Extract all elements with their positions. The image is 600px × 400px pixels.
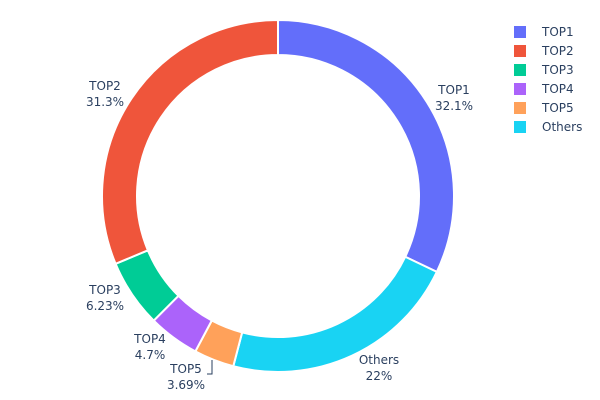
- slice-label-value: 22%: [366, 369, 393, 383]
- slices-group: [101, 18, 455, 373]
- slice-label-value: 6.23%: [86, 299, 124, 313]
- slice-top2[interactable]: [101, 18, 279, 266]
- slice-top1[interactable]: [277, 18, 455, 274]
- legend-label: TOP5: [542, 100, 574, 115]
- legend-label: TOP3: [542, 62, 574, 77]
- slice-label-value: 4.7%: [135, 348, 166, 362]
- legend-label: Others: [542, 119, 583, 134]
- slice-label-top2: TOP2 31.3%: [86, 79, 124, 109]
- legend-swatch: [514, 44, 526, 57]
- legend-label: TOP1: [542, 24, 574, 39]
- legend-item-top4[interactable]: TOP4: [514, 79, 582, 98]
- slice-others[interactable]: [232, 255, 439, 373]
- slice-label-value: 31.3%: [86, 95, 124, 109]
- legend-label: TOP4: [542, 81, 574, 96]
- slice-label-name: TOP5: [169, 362, 202, 376]
- legend-swatch: [514, 120, 526, 133]
- legend-item-top1[interactable]: TOP1: [514, 22, 582, 41]
- legend-item-others[interactable]: Others: [514, 117, 582, 136]
- legend-label: TOP2: [542, 43, 574, 58]
- top5-leader-line: [207, 360, 213, 375]
- slice-label-name: TOP3: [88, 283, 121, 297]
- slice-label-top5: TOP5 3.69%: [167, 362, 205, 392]
- legend-swatch: [514, 101, 526, 114]
- slice-label-name: TOP1: [437, 83, 470, 97]
- slice-label-top1: TOP1 32.1%: [435, 83, 473, 113]
- legend-item-top2[interactable]: TOP2: [514, 41, 582, 60]
- slice-label-value: 32.1%: [435, 99, 473, 113]
- slice-label-others: Others 22%: [359, 353, 399, 383]
- slice-label-name: Others: [359, 353, 399, 367]
- legend: TOP1 TOP2 TOP3 TOP4 TOP5 Others: [514, 22, 582, 136]
- legend-swatch: [514, 82, 526, 95]
- legend-item-top5[interactable]: TOP5: [514, 98, 582, 117]
- slice-label-top3: TOP3 6.23%: [86, 283, 124, 313]
- slice-label-name: TOP4: [133, 332, 166, 346]
- legend-swatch: [514, 25, 526, 38]
- legend-item-top3[interactable]: TOP3: [514, 60, 582, 79]
- slice-label-value: 3.69%: [167, 378, 205, 392]
- slice-label-name: TOP2: [88, 79, 121, 93]
- legend-swatch: [514, 63, 526, 76]
- labels-group: TOP1 32.1% Others 22% TOP5 3.69% TOP4 4.7% TOP3 6…: [86, 79, 473, 392]
- slice-label-top4: TOP4 4.7%: [133, 332, 166, 362]
